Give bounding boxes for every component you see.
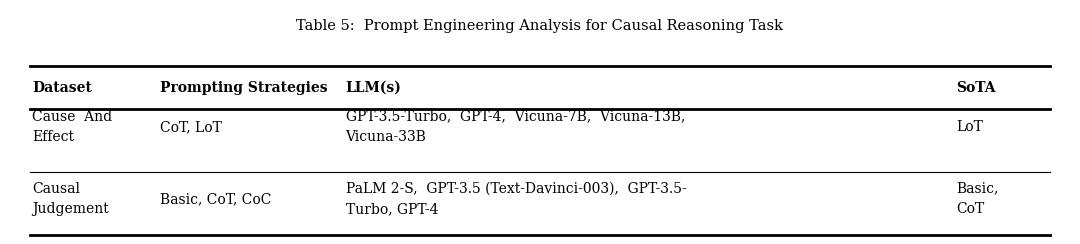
Text: SoTA: SoTA (956, 81, 996, 95)
Text: GPT-3.5-Turbo,  GPT-4,  Vicuna-7B,  Vicuna-13B,
Vicuna-33B: GPT-3.5-Turbo, GPT-4, Vicuna-7B, Vicuna-… (346, 110, 685, 144)
Text: Dataset: Dataset (32, 81, 92, 95)
Text: LoT: LoT (956, 120, 983, 134)
Text: Basic, CoT, CoC: Basic, CoT, CoC (160, 192, 271, 206)
Text: LLM(s): LLM(s) (346, 81, 402, 95)
Text: Prompting Strategies: Prompting Strategies (160, 81, 327, 95)
Text: Cause  And
Effect: Cause And Effect (32, 110, 112, 144)
Text: CoT, LoT: CoT, LoT (160, 120, 221, 134)
Text: PaLM 2-S,  GPT-3.5 (Text-Davinci-003),  GPT-3.5-
Turbo, GPT-4: PaLM 2-S, GPT-3.5 (Text-Davinci-003), GP… (346, 182, 687, 216)
Text: Table 5:  Prompt Engineering Analysis for Causal Reasoning Task: Table 5: Prompt Engineering Analysis for… (297, 19, 783, 33)
Text: Basic,
CoT: Basic, CoT (956, 182, 998, 216)
Text: Causal
Judgement: Causal Judgement (32, 182, 109, 216)
